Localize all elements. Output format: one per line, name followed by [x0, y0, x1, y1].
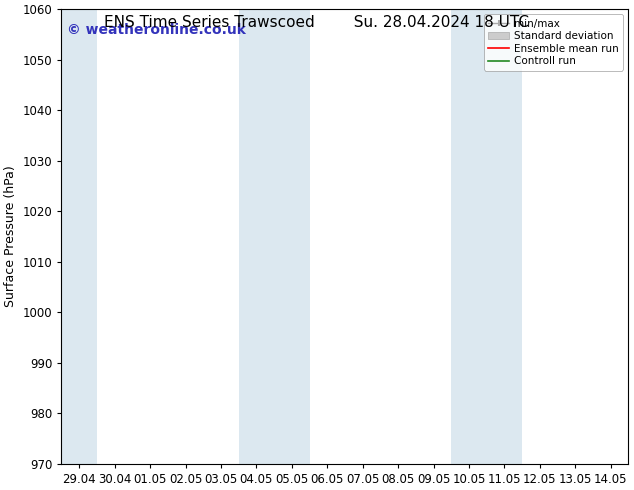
Bar: [451, 9, 522, 464]
Y-axis label: Surface Pressure (hPa): Surface Pressure (hPa): [4, 166, 17, 307]
Text: © weatheronline.co.uk: © weatheronline.co.uk: [67, 23, 246, 37]
Text: ENS Time Series Trawscoed        Su. 28.04.2024 18 UTC: ENS Time Series Trawscoed Su. 28.04.2024…: [105, 15, 529, 30]
Bar: [61, 9, 97, 464]
Legend: min/max, Standard deviation, Ensemble mean run, Controll run: min/max, Standard deviation, Ensemble me…: [484, 14, 623, 71]
Bar: [238, 9, 309, 464]
